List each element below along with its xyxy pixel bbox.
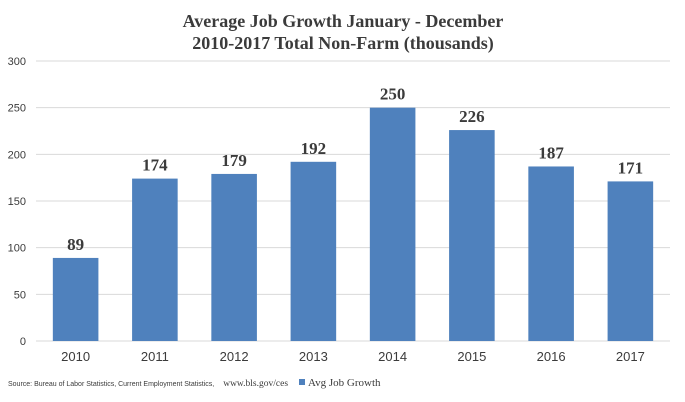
x-tick-label: 2012 <box>220 349 249 364</box>
y-tick-label: 200 <box>8 149 26 161</box>
y-tick-label: 300 <box>8 56 26 68</box>
bar <box>607 181 654 341</box>
data-labels: 89 174 179 192 250 226 187 171 <box>67 85 643 254</box>
bar <box>132 178 178 341</box>
chart-subtitle: 2010-2017 Total Non-Farm (thousands) <box>192 33 494 54</box>
source-note: Source: Bureau of Labor Statistics, Curr… <box>8 373 288 390</box>
x-tick-label: 2017 <box>616 349 645 364</box>
y-tick-label: 50 <box>14 289 26 301</box>
bar-value-label: 192 <box>301 139 327 158</box>
gridlines <box>36 60 670 342</box>
bar <box>290 161 337 341</box>
bar <box>449 130 495 341</box>
y-tick-label: 150 <box>8 196 26 208</box>
bar <box>528 166 574 341</box>
bar-value-label: 174 <box>142 156 168 175</box>
bar-value-label: 179 <box>221 151 247 170</box>
x-tick-label: 2014 <box>378 349 407 364</box>
bar-value-label: 187 <box>538 143 564 162</box>
x-tick-label: 2016 <box>537 349 566 364</box>
bar-value-label: 250 <box>380 85 406 104</box>
source-url: www.bls.gov/ces <box>223 379 288 389</box>
chart-title: Average Job Growth January - December <box>183 11 504 31</box>
x-tick-label: 2010 <box>61 349 90 364</box>
legend: Avg Job Growth <box>299 377 381 389</box>
x-tick-label: 2011 <box>141 349 169 364</box>
bar <box>52 257 99 341</box>
bar-value-label: 89 <box>67 235 84 254</box>
legend-swatch <box>299 379 305 385</box>
x-tick-label: 2013 <box>299 349 328 364</box>
bar-value-label: 226 <box>459 107 485 126</box>
bars <box>52 107 654 342</box>
bar <box>369 107 416 342</box>
legend-label: Avg Job Growth <box>308 377 381 389</box>
y-tick-label: 250 <box>8 103 26 115</box>
y-axis-ticks: 0 50 100 150 200 250 300 <box>8 56 26 348</box>
x-axis-labels: 2010 2011 2012 2013 2014 2015 2016 2017 <box>61 349 645 364</box>
bar <box>211 173 257 341</box>
source-text: Source: Bureau of Labor Statistics, Curr… <box>8 381 214 388</box>
y-tick-label: 100 <box>8 243 26 255</box>
x-tick-label: 2015 <box>457 349 486 364</box>
bar-value-label: 171 <box>618 158 644 177</box>
y-tick-label: 0 <box>20 336 26 348</box>
